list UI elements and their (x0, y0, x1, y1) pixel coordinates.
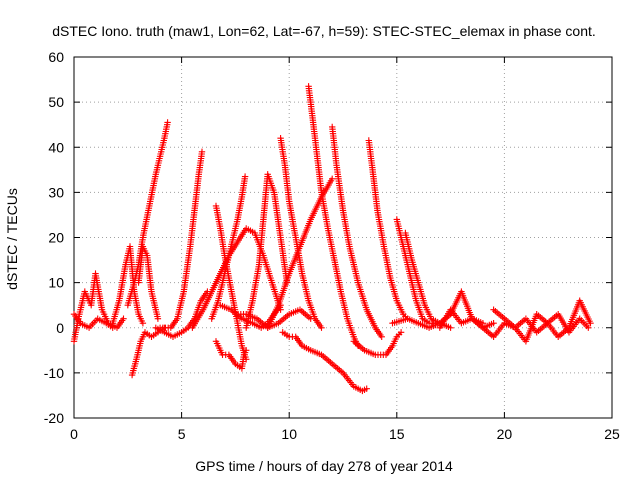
series-marker-trail (135, 245, 161, 320)
y-tick-label: 0 (56, 320, 64, 336)
x-tick-label: 10 (281, 426, 297, 442)
series-marker-trail (470, 299, 593, 343)
series-5 (135, 243, 162, 322)
series-marker-trail (492, 308, 590, 334)
y-tick-label: 30 (48, 184, 64, 200)
series-11 (208, 173, 249, 322)
series-6 (128, 324, 168, 379)
series-20 (329, 123, 385, 340)
series-10 (212, 338, 250, 372)
series-marker-trail (129, 326, 166, 377)
series-marker-trail (365, 139, 409, 320)
series-marker-trail (329, 126, 384, 339)
series-15 (232, 306, 314, 331)
series-marker-trail (305, 85, 361, 347)
x-tick-label: 25 (604, 426, 620, 442)
grid-layer (74, 57, 612, 418)
series-2 (70, 311, 116, 331)
series-marker-trail (213, 340, 249, 371)
y-tick-label: -20 (44, 410, 64, 426)
series-marker-trail (234, 307, 313, 330)
y-axis-title: dSTEC / TECUs (4, 188, 20, 290)
x-tick-label: 20 (497, 426, 513, 442)
series-21 (365, 137, 411, 322)
series-22 (350, 329, 405, 358)
y-tick-label: 40 (48, 139, 64, 155)
series-line (280, 137, 323, 329)
series-14 (243, 171, 291, 331)
series-7 (156, 148, 206, 331)
series-19 (305, 83, 362, 349)
series-marker-trail (277, 137, 324, 330)
series-28 (436, 306, 497, 331)
series-marker-trail (352, 331, 403, 358)
series-marker-trail (72, 312, 114, 330)
x-tick-label: 15 (389, 426, 405, 442)
series-12 (189, 225, 284, 331)
chart-title: dSTEC Iono. truth (maw1, Lon=62, Lat=-67… (52, 23, 596, 39)
series-26 (468, 297, 594, 345)
series-16 (277, 135, 325, 331)
y-tick-label: 60 (48, 49, 64, 65)
series-marker-trail (209, 175, 248, 320)
y-tick-label: 50 (48, 94, 64, 110)
series-layer (70, 83, 594, 395)
x-tick-label: 5 (178, 426, 186, 442)
tick-layer: 0 5 10 15 20 25 -20 -10 0 10 20 30 40 50 60 (44, 49, 620, 442)
x-tick-label: 0 (70, 426, 78, 442)
series-marker-trail (394, 218, 436, 327)
x-axis-title: GPS time / hours of day 278 of year 2014 (195, 458, 453, 474)
series-marker-trail (154, 290, 210, 339)
y-tick-label: -10 (44, 365, 64, 381)
series-marker-trail (281, 330, 368, 393)
series-17 (279, 329, 370, 395)
y-tick-label: 20 (48, 230, 64, 246)
series-marker-trail (243, 173, 290, 329)
series-marker-trail (437, 308, 495, 330)
series-marker-trail (391, 290, 484, 330)
series-27 (490, 306, 592, 336)
series-line (211, 176, 246, 320)
series-marker-trail (159, 150, 205, 331)
y-tick-label: 10 (48, 275, 64, 291)
series-8 (152, 288, 211, 340)
